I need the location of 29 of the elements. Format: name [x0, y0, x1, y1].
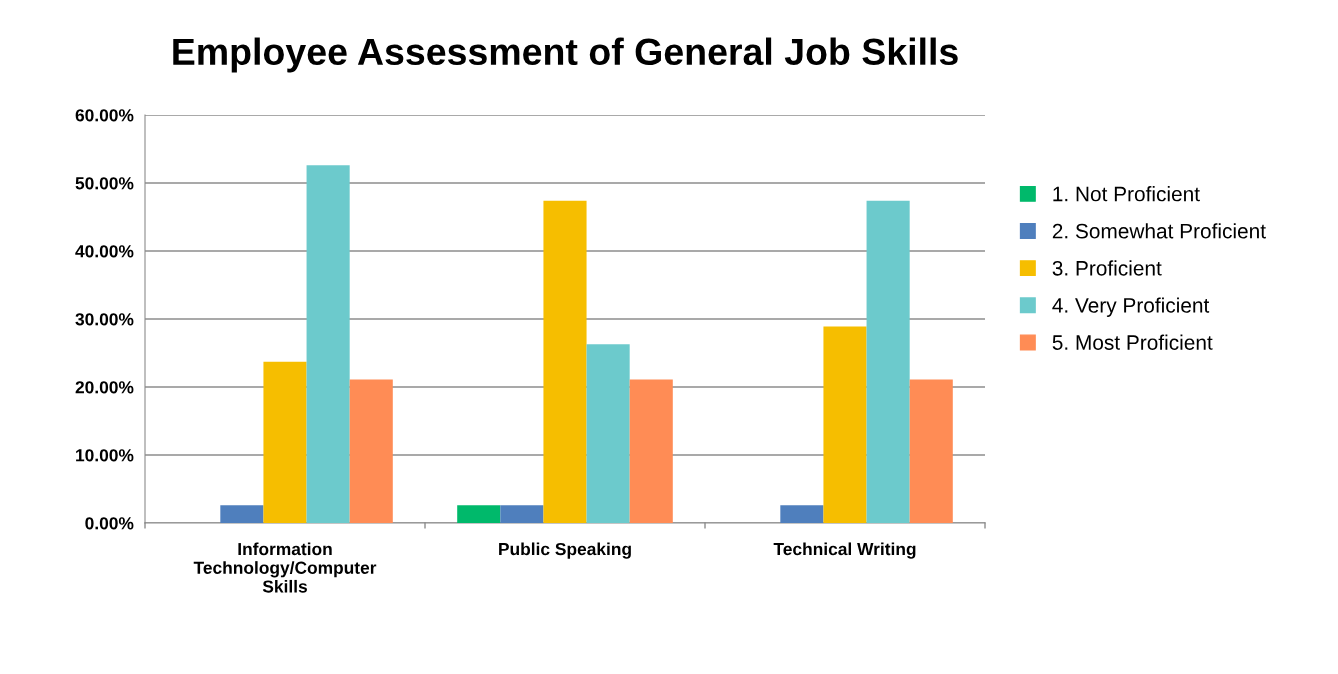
- x-tick-label: Information Technology/Computer Skills: [193, 542, 377, 593]
- y-tick-label: 50.00%: [75, 177, 134, 190]
- bar: [543, 200, 587, 523]
- y-tick-label: 60.00%: [75, 109, 134, 122]
- bar: [866, 200, 910, 523]
- y-tick-label: 0.00%: [85, 517, 134, 530]
- legend-label: 2. Somewhat Proficient: [1052, 223, 1266, 239]
- x-tick-label: Technical Writing: [773, 542, 916, 559]
- bar: [349, 379, 393, 523]
- bar: [220, 505, 264, 523]
- legend-label: 3. Proficient: [1052, 260, 1162, 276]
- legend-label: 1. Not Proficient: [1053, 186, 1200, 202]
- chart-title: Employee Assessment of General Job Skills: [173, 37, 958, 73]
- bar: [823, 326, 867, 523]
- bar: [586, 344, 630, 523]
- bar: [909, 379, 953, 523]
- bar: [457, 505, 501, 523]
- x-tick-label: Public Speaking: [499, 542, 631, 559]
- bar: [629, 379, 673, 523]
- y-tick-label: 20.00%: [75, 381, 134, 394]
- y-tick-label: 30.00%: [75, 313, 134, 326]
- legend-label: 5. Most Proficient: [1052, 334, 1213, 350]
- y-tick-label: 10.00%: [76, 449, 134, 462]
- bar: [500, 505, 544, 523]
- bar: [780, 505, 824, 523]
- bar: [263, 361, 307, 523]
- bar: [306, 165, 350, 523]
- legend-label: 4. Very Proficient: [1052, 297, 1210, 317]
- y-tick-label: 40.00%: [75, 245, 134, 258]
